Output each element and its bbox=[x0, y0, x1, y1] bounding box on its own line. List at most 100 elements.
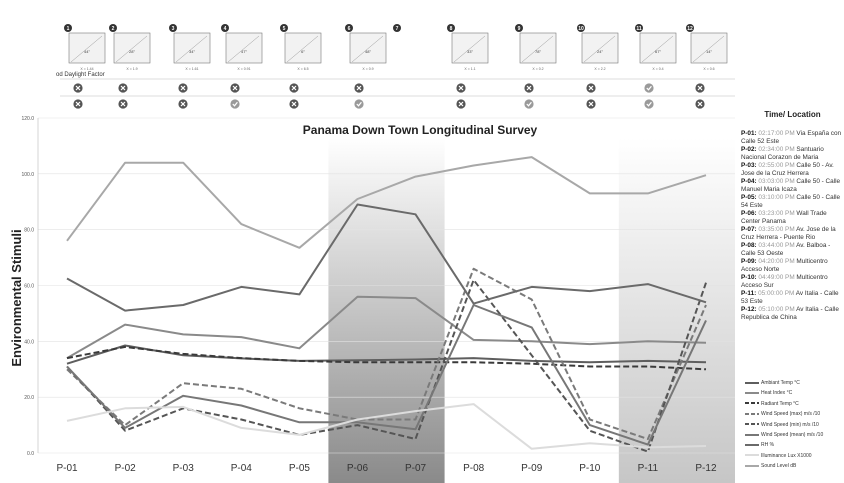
location-item: P-09: 04:20:00 PM Multicentro Acceso Nor… bbox=[741, 258, 843, 274]
x-glyph bbox=[291, 101, 297, 107]
daylight-note: X = 1.1 bbox=[464, 67, 475, 71]
legend-label: Radiant Temp °C bbox=[761, 400, 799, 407]
location-time: 02:17:00 PM bbox=[758, 130, 797, 137]
x-glyph bbox=[180, 101, 186, 107]
location-time: 02:34:00 PM bbox=[758, 146, 797, 153]
location-item: P-07: 03:35:00 PM Av. Jose de la Cruz He… bbox=[741, 226, 843, 242]
legend-label: Ambiant Temp °C bbox=[761, 380, 800, 386]
thumbnail-number-badge bbox=[280, 24, 288, 32]
daylight-note: X = 1.44 bbox=[80, 67, 93, 71]
location-id: P-03: bbox=[741, 162, 759, 169]
street-section-image bbox=[349, 32, 387, 64]
street-section-image bbox=[639, 32, 677, 64]
thumbnail-9: 9 78° X = 0.2 bbox=[515, 24, 557, 71]
legend-swatch bbox=[745, 381, 759, 384]
location-id: P-12: bbox=[741, 306, 759, 313]
thumbnail-number: 4 bbox=[224, 26, 227, 32]
location-place: Calle 50 - Calle Manuel Maria Icaza bbox=[741, 178, 841, 193]
thumbnail-number-badge bbox=[577, 24, 585, 32]
daylight-note: X = 1.61 bbox=[185, 67, 198, 71]
location-id: P-02: bbox=[741, 146, 759, 153]
x-glyph bbox=[75, 85, 81, 91]
x-tick-label: P-05 bbox=[289, 463, 311, 474]
location-id: P-11: bbox=[741, 290, 759, 297]
sky-angle-line bbox=[521, 35, 554, 63]
sky-angle-label: 14° bbox=[706, 49, 712, 54]
legend-item: Sound Level dB bbox=[745, 461, 844, 471]
location-item: P-01: 02:17:00 PM Via España con Calle 5… bbox=[741, 130, 843, 146]
plot-area: 0.0 20.0 40.0 60.0 80.0 100.0 120.0 P-01 P-02 P-0… bbox=[21, 116, 735, 483]
legend-item: Ambiant Temp °C bbox=[745, 378, 844, 388]
x-glyph bbox=[588, 85, 594, 91]
legend-label: Wind Speed (min) m/s /10 bbox=[761, 421, 819, 428]
thumbnail-1: 1 44° X = 1.44 bbox=[64, 24, 106, 71]
location-place: Via España con Calle 52 Este bbox=[741, 130, 842, 145]
location-list: P-01: 02:17:00 PM Via España con Calle 5… bbox=[741, 130, 843, 322]
legend-swatch bbox=[745, 464, 759, 467]
location-time: 03:44:00 PM bbox=[758, 242, 797, 249]
x-tick-label: P-09 bbox=[521, 463, 543, 474]
chart-title: Panama Down Town Longitudinal Survey bbox=[303, 123, 538, 137]
thumbnail-number-badge bbox=[169, 24, 177, 32]
sky-angle-label: 33° bbox=[467, 49, 473, 54]
x-glyph bbox=[356, 85, 362, 91]
sky-angle-line bbox=[115, 35, 148, 63]
legend-item: Illuminance Lux X1000 bbox=[745, 451, 844, 461]
legend-label: Heat Index °C bbox=[761, 390, 793, 397]
location-place: Calle 50 - Calle 54 Este bbox=[741, 194, 841, 209]
y-tick-label: 100.0 bbox=[21, 172, 34, 178]
legend-swatch bbox=[745, 444, 759, 447]
y-tick-label: 60.0 bbox=[24, 284, 34, 290]
sky-angle-line bbox=[351, 35, 384, 63]
x-glyph bbox=[75, 101, 81, 107]
location-item: P-03: 02:55:00 PM Calle 50 - Av. Jose de… bbox=[741, 162, 843, 178]
thumbnail-number-badge bbox=[109, 24, 117, 32]
series-line-8 bbox=[66, 403, 707, 450]
daylight-note: X = 0.2 bbox=[532, 67, 543, 71]
check-glyph bbox=[646, 85, 652, 91]
shaded-band-2 bbox=[618, 138, 735, 483]
location-item: P-06: 03:23:00 PM Wall Trade Center Pana… bbox=[741, 210, 843, 226]
x-glyph bbox=[588, 101, 594, 107]
legend-swatch bbox=[745, 454, 759, 457]
daylight-note: X = 0.9 bbox=[362, 67, 373, 71]
location-place: Av. Balboa - Calle 53 Oeste bbox=[741, 242, 831, 257]
legend-label: Wind Speed (max) m/s /10 bbox=[761, 411, 821, 418]
legend-label: Wind Speed (mean) m/s /10 bbox=[761, 431, 824, 438]
location-time: 03:03:00 PM bbox=[758, 178, 797, 185]
thumbnail-10: 10 24° X = 2.2 bbox=[577, 24, 619, 71]
location-time: 03:35:00 PM bbox=[758, 226, 797, 233]
location-id: P-05: bbox=[741, 194, 759, 201]
location-id: P-04: bbox=[741, 178, 759, 185]
series-line-4 bbox=[66, 267, 707, 440]
sky-angle-line bbox=[175, 35, 208, 63]
series-line-2 bbox=[66, 295, 707, 359]
location-place: Multicentro Acceso Sur bbox=[741, 274, 828, 289]
location-id: P-07: bbox=[741, 226, 759, 233]
location-time: 03:23:00 PM bbox=[758, 210, 797, 217]
street-section-image bbox=[519, 32, 557, 64]
daylight-note: X = 2.2 bbox=[594, 67, 605, 71]
sky-angle-label: 6° bbox=[301, 49, 305, 54]
thumbnail-8: 8 33° X = 1.1 bbox=[447, 24, 489, 71]
sky-angle-label: 48° bbox=[365, 49, 371, 54]
x-glyph bbox=[120, 85, 126, 91]
location-place: Santuario Nacional Corazon de Maria bbox=[741, 146, 824, 161]
thumbnail-number-badge bbox=[64, 24, 72, 32]
x-tick-label: P-04 bbox=[231, 463, 253, 474]
check-mark-icon bbox=[644, 99, 654, 109]
check-glyph bbox=[232, 101, 238, 107]
thumbnail-7: 7 bbox=[393, 24, 401, 32]
thumbnail-number: 10 bbox=[578, 26, 584, 32]
legend-item: Radiant Temp °C bbox=[745, 399, 844, 409]
series-line-5 bbox=[66, 278, 707, 453]
x-glyph bbox=[526, 85, 532, 91]
check-mark-icon bbox=[354, 99, 364, 109]
thumbnail-number-badge bbox=[221, 24, 229, 32]
series-line-9 bbox=[66, 156, 707, 249]
check-glyph bbox=[356, 101, 362, 107]
legend-label: Illuminance Lux X1000 bbox=[761, 452, 812, 459]
x-glyph bbox=[697, 85, 703, 91]
legend-item: Wind Speed (mean) m/s /10 bbox=[745, 430, 844, 440]
thumbnail-2: 2 28° X = 1.9 bbox=[109, 24, 151, 71]
